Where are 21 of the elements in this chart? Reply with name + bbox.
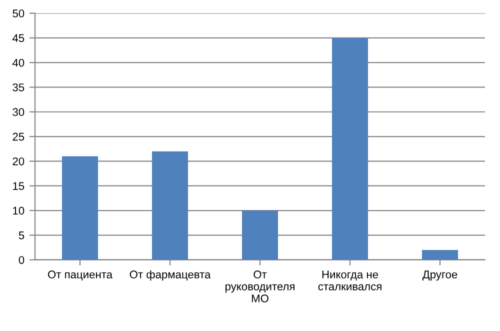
x-tick-label: От пациента [48,270,113,281]
x-tick-label: Другое [422,270,458,281]
x-tick-label: От руководителя МО [226,270,294,302]
bar [152,151,188,260]
y-tick-label: 0 [18,256,24,264]
bar [422,250,458,260]
y-tick-label: 30 [12,108,24,116]
bar [242,210,278,260]
y-tick-label: 25 [12,132,24,141]
y-tick-label: 20 [12,157,24,166]
y-tick-label: 40 [12,58,24,67]
y-tick-label: 5 [18,232,24,240]
y-tick-label: 35 [12,83,24,92]
y-tick-label: 50 [12,10,24,18]
x-tick-label: Никогда не сталкивался [318,270,382,290]
bar [62,156,98,260]
x-tick-label: От фармацевта [130,270,211,281]
bar [332,38,368,260]
y-tick-label: 45 [12,34,24,42]
y-tick-label: 15 [13,182,24,190]
y-tick-label: 10 [13,206,24,215]
